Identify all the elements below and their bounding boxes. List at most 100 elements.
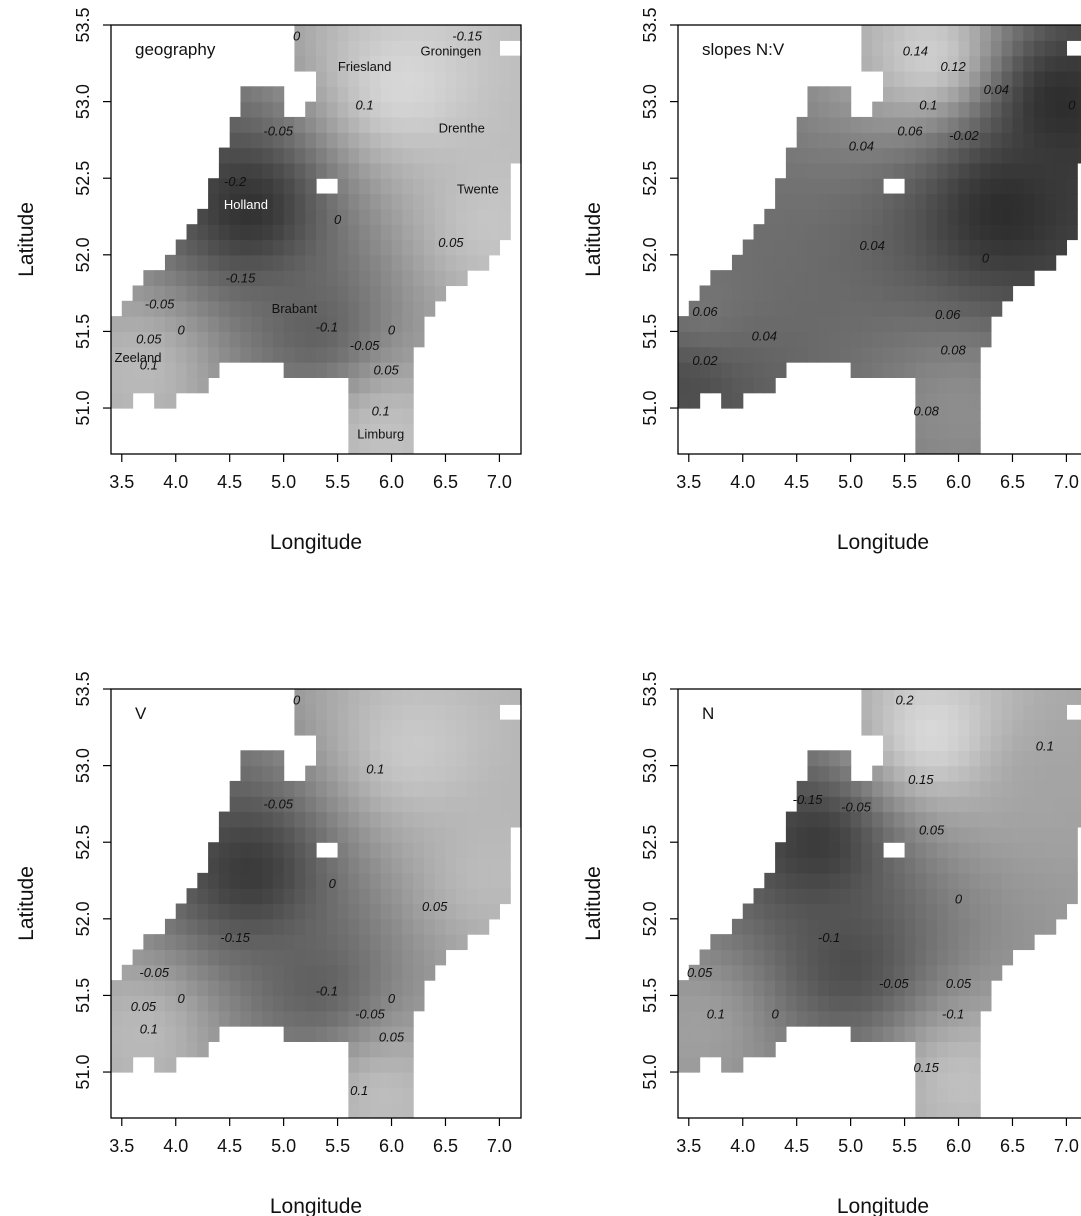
heatmap-cell: [262, 346, 274, 363]
heatmap-cell: [456, 857, 468, 874]
x-axis-label: Longitude: [837, 1195, 929, 1216]
heatmap-cell: [434, 25, 447, 41]
heatmap-cell: [872, 918, 884, 935]
heatmap-cell: [391, 346, 403, 363]
heatmap-cell: [283, 995, 296, 1012]
heatmap-cell: [218, 872, 231, 889]
heatmap-cell: [839, 1010, 852, 1027]
contour-label: 0.05: [687, 965, 713, 980]
region-label: Groningen: [421, 44, 482, 59]
heatmap-cell: [678, 1056, 690, 1073]
heatmap-cell: [423, 25, 436, 41]
heatmap-cell: [402, 132, 414, 149]
heatmap-cell: [980, 116, 992, 133]
heatmap-cell: [850, 857, 863, 874]
heatmap-cell: [380, 689, 393, 705]
heatmap-cell: [229, 254, 242, 271]
heatmap-cell: [818, 811, 830, 828]
heatmap-cell: [936, 780, 949, 797]
heatmap-cell: [872, 903, 884, 920]
heatmap-cell: [969, 86, 981, 103]
heatmap-cell: [208, 964, 220, 981]
heatmap-cell: [294, 796, 306, 813]
heatmap-cell: [936, 362, 949, 378]
heatmap-cell: [348, 300, 360, 317]
heatmap-cell: [904, 995, 916, 1012]
heatmap-cell: [915, 888, 927, 905]
heatmap-cell: [186, 995, 198, 1012]
heatmap-cell: [143, 346, 155, 363]
heatmap-cell: [348, 1026, 360, 1042]
heatmap-cell: [721, 1041, 733, 1058]
heatmap-cell: [380, 842, 393, 859]
heatmap-cell: [742, 316, 755, 333]
heatmap-cell: [369, 949, 382, 966]
heatmap-cell: [926, 903, 938, 920]
heatmap-cell: [499, 811, 511, 828]
heatmap-cell: [818, 162, 830, 179]
heatmap-cell: [678, 346, 690, 363]
heatmap-cell: [445, 765, 457, 782]
heatmap-cell: [251, 826, 263, 843]
heatmap-cell: [958, 224, 970, 241]
heatmap-cell: [764, 285, 776, 302]
heatmap-cell: [499, 765, 511, 782]
heatmap-cell: [936, 392, 949, 409]
heatmap-cell: [380, 55, 393, 72]
heatmap-cell: [958, 934, 970, 951]
heatmap-cell: [699, 1010, 711, 1027]
heatmap-cell: [369, 903, 382, 920]
heatmap-cell: [1077, 70, 1081, 87]
heatmap-cell: [926, 1041, 938, 1058]
heatmap-cell: [477, 254, 490, 271]
heatmap-cell: [947, 857, 960, 874]
heatmap-cell: [926, 132, 938, 149]
heatmap-cell: [262, 857, 274, 874]
heatmap-cell: [402, 239, 414, 256]
heatmap-cell: [807, 872, 819, 889]
heatmap-cell: [990, 719, 1003, 736]
heatmap-cell: [251, 964, 263, 981]
heatmap-cell: [883, 857, 895, 874]
heatmap-cell: [969, 254, 981, 271]
heatmap-cell: [904, 872, 916, 889]
heatmap-cell: [413, 25, 425, 41]
heatmap-cell: [229, 285, 242, 302]
heatmap-cell: [893, 1010, 906, 1027]
heatmap-cell: [775, 949, 787, 966]
heatmap-cell: [434, 285, 447, 302]
heatmap-cell: [1012, 903, 1024, 920]
heatmap-cell: [445, 704, 457, 721]
heatmap-cell: [1023, 918, 1035, 935]
heatmap-cell: [305, 162, 317, 179]
heatmap-cell: [456, 750, 468, 767]
heatmap-cell: [936, 270, 949, 287]
heatmap-cell: [936, 25, 949, 41]
heatmap-cell: [132, 949, 144, 966]
contour-label: 0.05: [438, 235, 464, 250]
heatmap-cell: [1034, 918, 1046, 935]
heatmap-cell: [369, 438, 382, 454]
heatmap-cell: [348, 178, 360, 195]
heatmap-cell: [294, 362, 306, 378]
heatmap-cell: [872, 780, 884, 797]
heatmap-cell: [272, 331, 285, 348]
heatmap-cell: [764, 208, 776, 225]
heatmap-cell: [796, 208, 809, 225]
heatmap-cell: [850, 1010, 863, 1027]
heatmap-cell: [240, 270, 252, 287]
heatmap-cell: [818, 765, 830, 782]
heatmap-cell: [434, 55, 447, 72]
heatmap-cell: [316, 872, 328, 889]
heatmap-cell: [775, 918, 787, 935]
y-tick-label: 52.0: [640, 901, 660, 936]
heatmap-cell: [839, 101, 852, 118]
heatmap-cell: [477, 857, 490, 874]
heatmap-cell: [229, 888, 242, 905]
heatmap-cell: [915, 116, 927, 133]
heatmap-cell: [1077, 147, 1081, 164]
heatmap-cell: [883, 826, 895, 843]
x-tick-label: 4.5: [217, 1136, 242, 1156]
heatmap-cell: [305, 1010, 317, 1027]
x-tick-label: 6.5: [433, 1136, 458, 1156]
